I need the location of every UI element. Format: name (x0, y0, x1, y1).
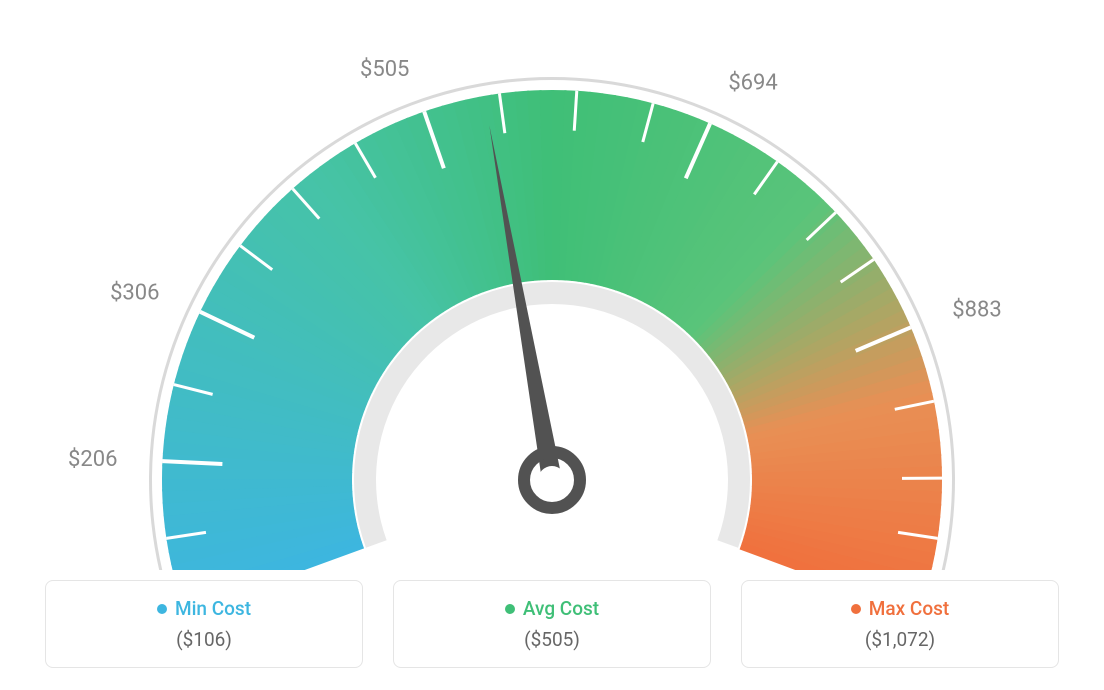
legend-card-min: Min Cost ($106) (45, 580, 363, 668)
tick-label: $206 (68, 447, 117, 472)
gauge-band (162, 90, 942, 570)
dot-max (851, 604, 861, 614)
legend-card-avg: Avg Cost ($505) (393, 580, 711, 668)
legend-row: Min Cost ($106) Avg Cost ($505) Max Cost… (0, 580, 1104, 668)
legend-card-max: Max Cost ($1,072) (741, 580, 1059, 668)
legend-value-avg: ($505) (414, 628, 690, 651)
gauge-svg: $106$206$306$505$694$883$1,072 (0, 0, 1104, 570)
legend-value-min: ($106) (66, 628, 342, 651)
tick-label: $694 (728, 70, 777, 95)
dot-avg (505, 604, 515, 614)
tick-label: $505 (360, 57, 409, 82)
legend-label-min: Min Cost (175, 597, 251, 620)
legend-label-max: Max Cost (869, 597, 949, 620)
legend-label-avg: Avg Cost (523, 597, 599, 620)
needle-hub-inner (538, 466, 566, 494)
tick-label: $306 (110, 280, 159, 305)
dot-min (157, 604, 167, 614)
tick-label: $883 (952, 298, 1001, 323)
gauge-chart: $106$206$306$505$694$883$1,072 (0, 0, 1104, 570)
legend-value-max: ($1,072) (762, 628, 1038, 651)
